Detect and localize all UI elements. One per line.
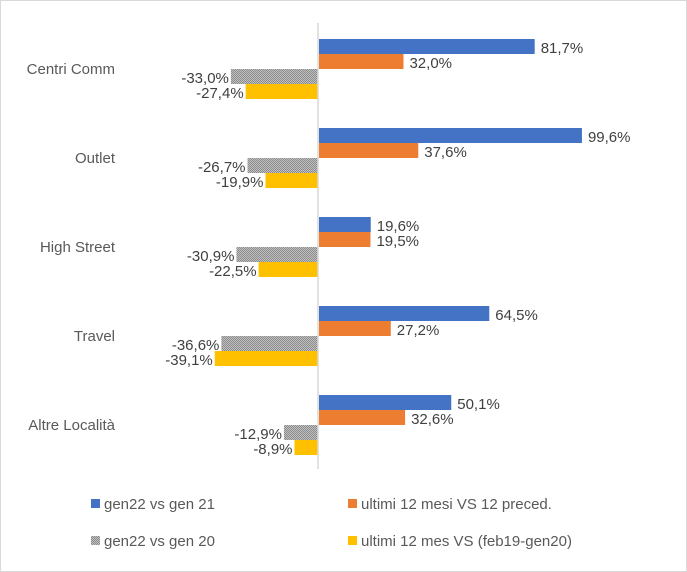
data-label: 64,5% [495,307,538,324]
bar [319,54,404,69]
bar [214,351,318,366]
bar [319,306,490,321]
legend-label: gen22 vs gen 20 [104,533,215,550]
bar [319,321,391,336]
data-label: -33,0% [181,70,229,87]
data-label: 19,6% [377,218,420,235]
data-label: -26,7% [198,159,246,176]
bar [319,39,535,54]
bar [258,262,318,277]
data-label: 37,6% [424,144,467,161]
category-label: Altre Località [28,417,115,434]
data-label: 32,0% [409,55,452,72]
data-label: 81,7% [541,40,584,57]
legend-item: ultimi 12 mesi VS 12 preced. [348,496,552,513]
bar [294,440,318,455]
bar [319,128,582,143]
legend-label: ultimi 12 mesi VS 12 preced. [361,496,552,513]
legend-label: gen22 vs gen 21 [104,496,215,513]
data-label: -30,9% [187,248,235,265]
data-label: 32,6% [411,411,454,428]
bar [245,84,318,99]
category-label: High Street [40,239,116,256]
bar [319,395,452,410]
data-label: -8,9% [253,441,292,458]
legend-item: gen22 vs gen 21 [91,496,215,513]
category-label: Outlet [75,150,116,167]
category-label: Centri Comm [27,61,115,78]
data-label: -22,5% [209,263,257,280]
bar [247,158,318,173]
bar [319,232,371,247]
data-label: 27,2% [397,322,440,339]
legend-label: ultimi 12 mes VS (feb19-gen20) [361,533,572,550]
bar [319,410,406,425]
legend-swatch [91,536,100,545]
category-label: Travel [74,328,115,345]
bar [230,69,318,84]
data-label: -36,6% [172,337,220,354]
legend-swatch [348,536,357,545]
data-label: -39,1% [165,352,213,369]
data-label: -12,9% [234,426,282,443]
bar [283,425,318,440]
legend-item: gen22 vs gen 20 [91,533,215,550]
bar [265,173,318,188]
data-label: 99,6% [588,129,631,146]
data-label: -19,9% [216,174,264,191]
data-label: -27,4% [196,85,244,102]
data-label: 50,1% [457,396,500,413]
legend-swatch [348,499,357,508]
legend-swatch [91,499,100,508]
bar [319,143,419,158]
data-label: 19,5% [376,233,419,250]
bar [319,217,371,232]
legend-item: ultimi 12 mes VS (feb19-gen20) [348,533,572,550]
bar [221,336,318,351]
bar [236,247,318,262]
